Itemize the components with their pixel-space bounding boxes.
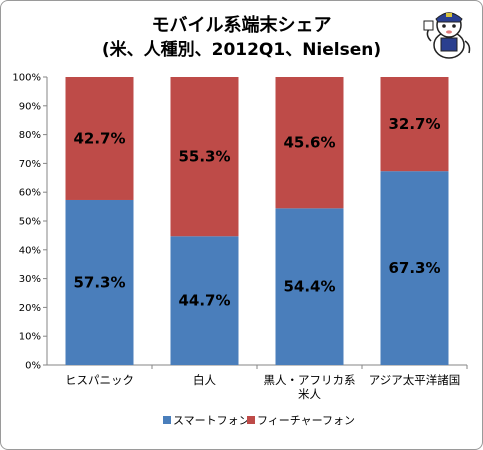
data-label: 54.4% — [283, 278, 335, 296]
data-label: 44.7% — [178, 292, 230, 310]
x-tick-label: ヒスパニック — [65, 373, 134, 387]
legend: スマートフォン フィーチャーフォン — [163, 414, 355, 427]
mascot-logo — [423, 12, 471, 59]
data-label: 45.6% — [283, 134, 335, 152]
bars — [65, 77, 449, 365]
data-label: 55.3% — [178, 148, 230, 166]
y-tick-label: 50% — [19, 217, 41, 228]
y-tick-label: 90% — [19, 101, 41, 112]
bar-featurephone — [170, 77, 239, 237]
chart-subtitle: (米、人種別、2012Q1、Nielsen) — [101, 40, 382, 60]
y-tick-label: 70% — [19, 159, 41, 170]
y-tick-label: 10% — [19, 332, 41, 343]
bar-featurephone — [380, 77, 449, 172]
y-tick-label: 60% — [19, 188, 41, 199]
x-tick-label: 米人 — [298, 387, 321, 401]
data-labels: 57.3% 42.7% 44.7% 55.3% 54.4% 45.6% 67.3% 32.7% — [73, 115, 440, 310]
x-tick-label: 白人 — [193, 373, 216, 387]
legend-label: フィーチャーフォン — [257, 414, 355, 427]
bar-smartphone — [380, 171, 449, 365]
bar-smartphone — [170, 236, 239, 365]
x-tick-label: 黒人・アフリカ系 — [264, 373, 356, 387]
legend-swatch — [163, 416, 171, 424]
bar-smartphone — [275, 208, 344, 365]
data-label: 67.3% — [388, 259, 440, 277]
y-tick-label: 30% — [19, 274, 41, 285]
y-tick-label: 20% — [19, 303, 41, 314]
y-tick-labels: 0% 10% 20% 30% 40% 50% 60% 70% 80% 90% 100% — [12, 73, 41, 372]
data-label: 42.7% — [73, 129, 125, 147]
legend-swatch — [247, 416, 255, 424]
legend-label: スマートフォン — [173, 414, 250, 427]
chart-title: モバイル系端末シェア — [151, 15, 332, 36]
y-tick-label: 40% — [19, 245, 41, 256]
bar-featurephone — [65, 77, 134, 200]
y-tick-label: 80% — [19, 130, 41, 141]
bar-featurephone — [275, 77, 344, 209]
data-label: 57.3% — [73, 273, 125, 291]
bar-smartphone — [65, 199, 134, 365]
y-tick-label: 100% — [12, 73, 41, 84]
data-label: 32.7% — [388, 115, 440, 133]
x-tick-label: アジア太平洋諸国 — [369, 373, 461, 387]
y-tick-label: 0% — [25, 361, 41, 372]
